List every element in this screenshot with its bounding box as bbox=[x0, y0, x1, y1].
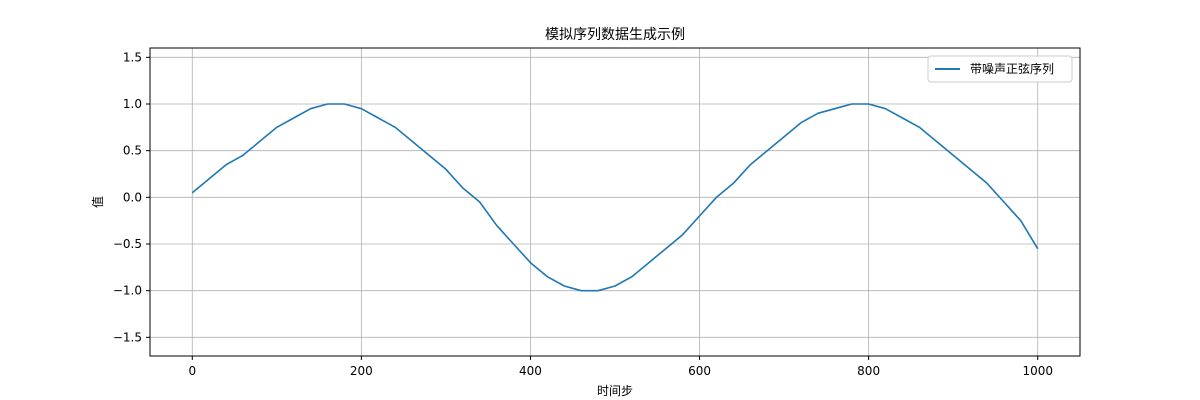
axes-frame bbox=[149, 47, 1081, 357]
legend-label: 带噪声正弦序列 bbox=[970, 61, 1054, 76]
y-tick-label: −1.5 bbox=[113, 330, 142, 344]
legend: 带噪声正弦序列 bbox=[927, 55, 1073, 83]
x-tick-label: 400 bbox=[519, 364, 542, 378]
y-tick-label: 0.0 bbox=[123, 190, 142, 204]
x-axis-ticks: 0 200 400 600 800 1000 bbox=[188, 356, 1053, 378]
x-tick-label: 800 bbox=[857, 364, 880, 378]
grid-lines bbox=[150, 48, 1080, 356]
y-axis-label: 值 bbox=[90, 196, 105, 208]
y-tick-label: 0.5 bbox=[123, 144, 142, 158]
y-axis-ticks: −1.5 −1.0 −0.5 0.0 0.5 1.0 1.5 bbox=[113, 50, 150, 344]
y-tick-label: −1.0 bbox=[113, 284, 142, 298]
axes-background bbox=[150, 48, 1080, 356]
chart-title: 模拟序列数据生成示例 bbox=[545, 27, 685, 43]
y-tick-label: 1.0 bbox=[123, 97, 142, 111]
plot-area: 0 200 400 600 800 1000 −1.5 −1.0 −0.5 0.0 0.5 1.0 1… bbox=[113, 47, 1081, 378]
y-tick-label: −0.5 bbox=[113, 237, 142, 251]
y-tick-label: 1.5 bbox=[123, 50, 142, 64]
x-tick-label: 0 bbox=[188, 364, 196, 378]
series-line bbox=[191, 103, 1039, 292]
x-tick-label: 200 bbox=[350, 364, 373, 378]
x-tick-label: 600 bbox=[688, 364, 711, 378]
legend-box bbox=[927, 55, 1073, 83]
x-axis-label: 时间步 bbox=[597, 384, 633, 398]
x-tick-label: 1000 bbox=[1022, 364, 1053, 378]
